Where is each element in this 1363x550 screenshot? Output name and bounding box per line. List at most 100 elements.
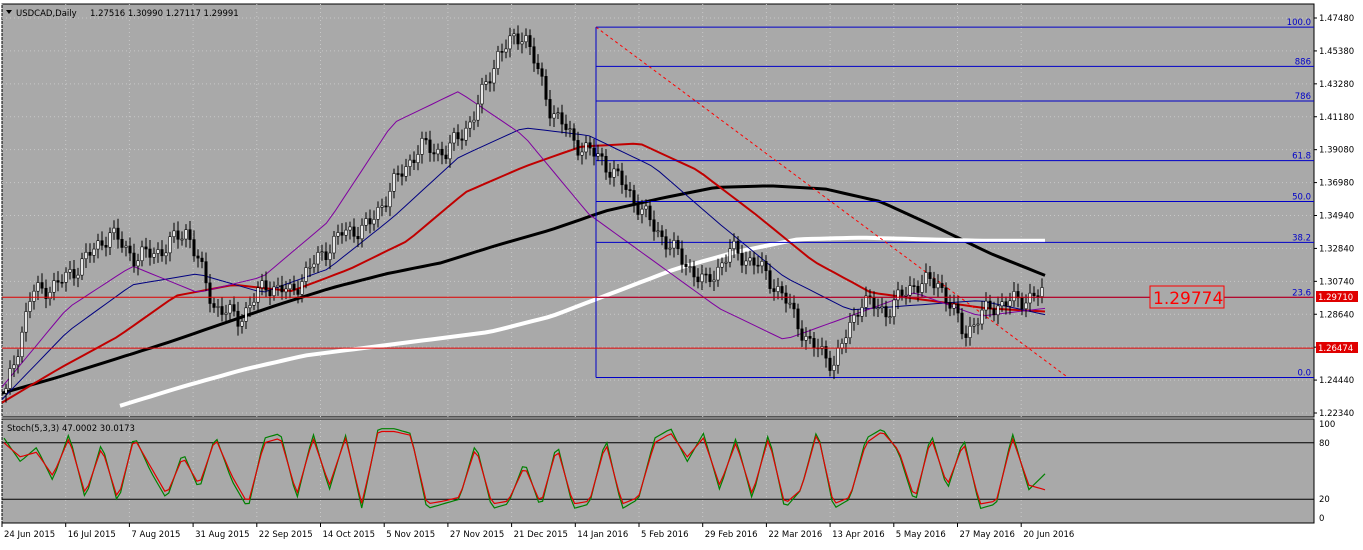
indicator-header: Stoch(5,3,3) 47.0002 30.0173 [7,424,135,434]
candle-body [1012,291,1016,302]
candle-body [908,285,912,296]
time-tick-label: 5 Nov 2015 [386,530,435,540]
time-tick-label: 31 Aug 2015 [195,530,249,540]
candles [4,25,1044,403]
moving-averages [1,91,1046,408]
price-tick-label: 1.32840 [1319,244,1354,254]
candle-body [484,81,488,85]
candle-body [984,300,988,311]
candle-body [492,68,496,84]
candle-body [168,236,172,254]
candle-body [672,240,676,249]
candle-body [444,154,448,160]
candle-body [1024,302,1028,310]
candle-body [680,248,684,265]
candle-body [744,260,748,266]
candle-body [860,307,864,317]
candle-body [1008,300,1012,307]
candle-body [904,294,908,297]
candle-body [496,51,500,69]
symbol-header: USDCAD,Daily [16,9,77,19]
candle-body [40,282,44,289]
candle-body [636,203,640,215]
candle-body [668,247,672,250]
candle-body [1016,291,1020,299]
candle-body [828,357,832,371]
candle-body [708,274,712,282]
candle-body [1032,292,1036,297]
fib-trend-line [595,26,1069,378]
candle-body [144,246,148,250]
candle-body [632,190,636,204]
candle-body [136,260,140,267]
candle-body [548,99,552,119]
moving-average-line [119,235,1045,408]
candle-body [952,303,956,309]
moving-average-line [1,184,1046,395]
candle-body [704,273,708,276]
candle-body [728,248,732,263]
candle-body [72,269,76,279]
dropdown-triangle-icon[interactable] [6,10,12,14]
candle-body [312,263,316,268]
candle-body [872,297,876,309]
indicator-tick-label: 20 [1319,495,1330,505]
candle-body [656,230,660,233]
candle-body [892,299,896,317]
time-tick-label: 20 Jun 2016 [1023,530,1074,540]
candle-body [876,307,880,310]
candle-body [800,328,804,341]
candle-body [104,245,108,248]
candle-body [516,33,520,45]
candle-body [448,142,452,160]
candle-body [864,295,868,308]
price-tick-label: 1.22340 [1319,409,1354,419]
stochastic-lines [3,428,1046,510]
fib-level-label: 50.0 [1292,193,1311,203]
indicator-tick-label: 0 [1319,514,1324,524]
candle-body [740,253,744,266]
candle-body [480,84,484,105]
candle-body [724,261,728,264]
candle-body [880,306,884,309]
candle-body [348,226,352,231]
candle-body [424,138,428,141]
candle-body [436,148,440,155]
candle-body [964,333,968,338]
stochastic-line [3,430,1046,505]
candle-body [16,356,20,366]
stochastic-line [3,428,1046,510]
price-tick-label: 1.43280 [1319,80,1354,90]
candle-body [628,189,632,191]
candle-body [940,283,944,289]
price-tag-2 [1316,342,1358,353]
candle-body [1004,301,1008,307]
candle-body [420,138,424,155]
candle-body [356,236,360,240]
candle-body [268,289,272,297]
candle-body [700,273,704,283]
candle-body [588,142,592,149]
candle-body [20,331,24,357]
fib-level-label: 100.0 [1287,18,1311,28]
candle-body [652,219,656,232]
candle-body [340,232,344,236]
candle-body [804,336,808,341]
candle-body [584,142,588,153]
time-tick-label: 21 Dec 2015 [514,530,568,540]
candle-body [256,287,260,303]
candle-body [504,48,508,53]
candle-body [508,35,512,50]
candle-body [292,283,296,291]
candle-body [112,227,116,234]
candle-body [972,324,976,327]
candle-body [124,245,128,248]
candle-body [968,325,972,338]
moving-average-line [1,91,1046,388]
candle-body [200,257,204,262]
candle-body [556,112,560,115]
candle-body [216,306,220,308]
candle-body [276,284,280,288]
candle-body [544,76,548,100]
